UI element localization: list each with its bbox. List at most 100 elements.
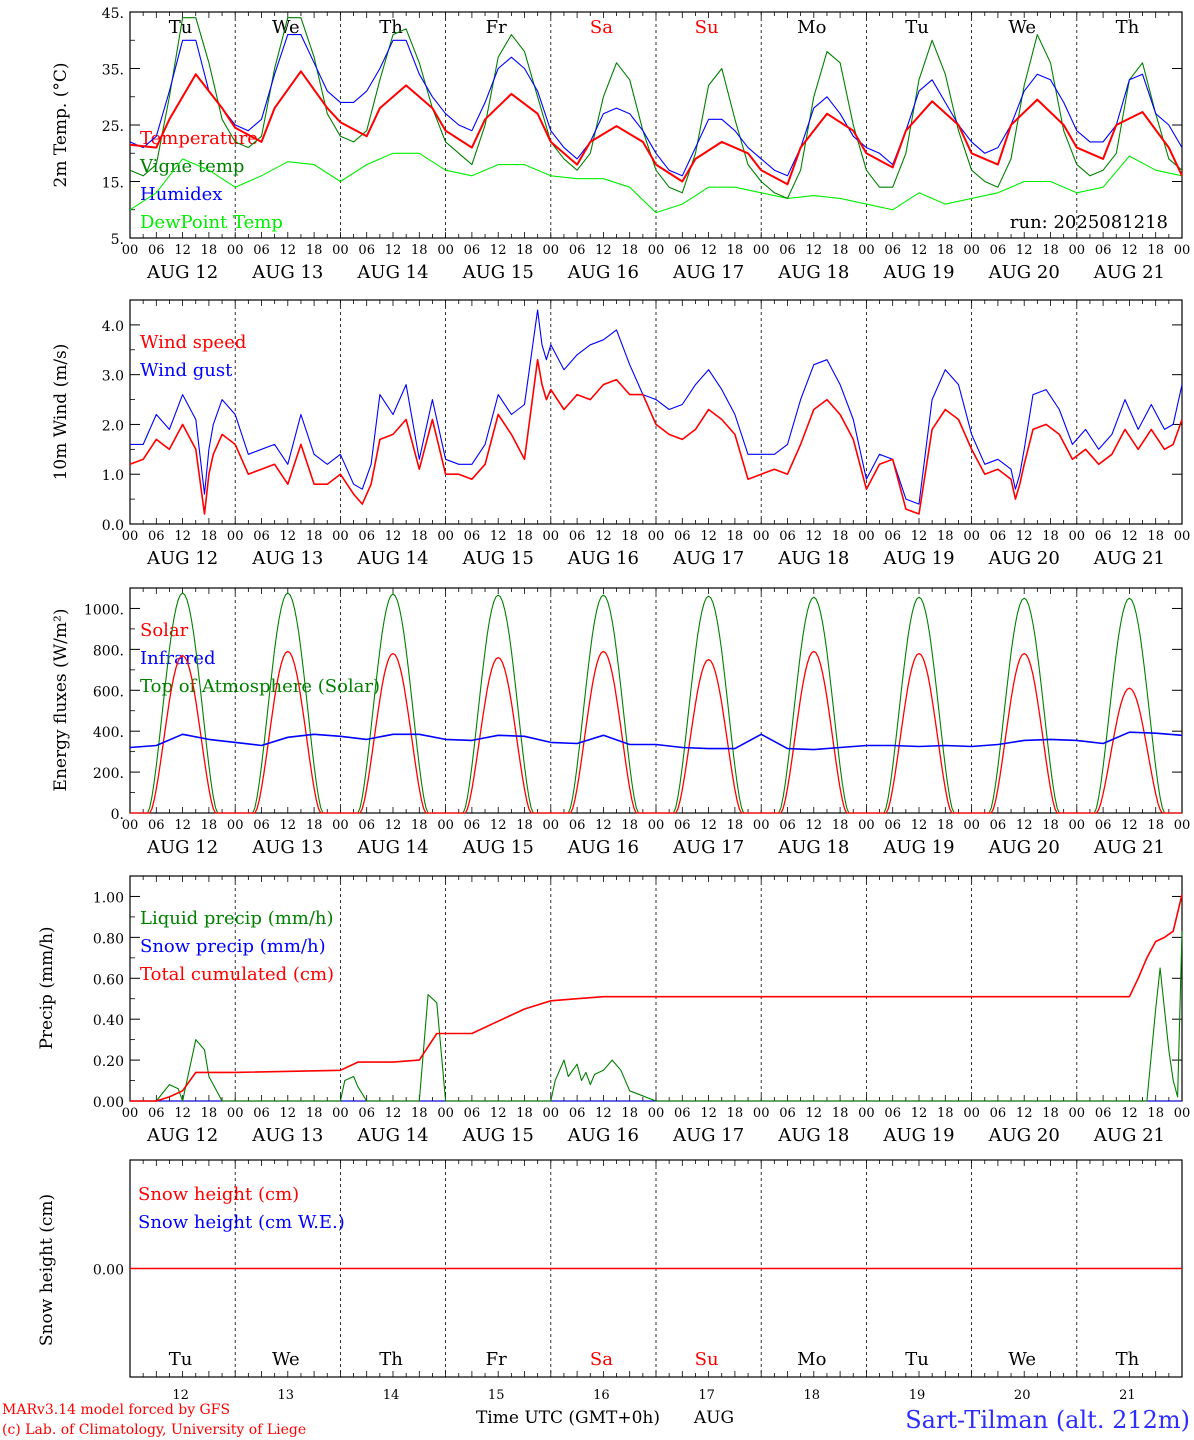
legend-wind-speed: Wind speed xyxy=(140,332,246,353)
x-date-label: AUG 15 xyxy=(462,548,534,569)
x-hour-label: 18 xyxy=(621,818,638,833)
infrared-line xyxy=(129,731,1183,751)
x-hour-label: 06 xyxy=(674,529,691,544)
x-date-label: AUG 18 xyxy=(777,548,849,569)
dewpoint-temp-line xyxy=(129,152,1183,214)
x-hour-label: 12 xyxy=(490,1106,507,1121)
x-hour-label: 18 xyxy=(201,1106,218,1121)
legend-snow-height-we: Snow height (cm W.E.) xyxy=(138,1212,345,1233)
x-hour-label: 18 xyxy=(621,1106,638,1121)
x-hour-label: 12 xyxy=(700,818,717,833)
x-hour-label: 12 xyxy=(595,529,612,544)
x-hour-label: 00 xyxy=(858,529,875,544)
x-hour-label: 00 xyxy=(648,529,665,544)
bottom-day-number: 17 xyxy=(698,1388,715,1403)
x-date-label: AUG 20 xyxy=(988,262,1060,283)
x-hour-label: 06 xyxy=(1095,818,1112,833)
legend-humidex: Humidex xyxy=(140,184,222,205)
x-hour-label: 12 xyxy=(1016,1106,1033,1121)
x-date-label: AUG 18 xyxy=(777,1125,849,1146)
legend-total-cumulated: Total cumulated (cm) xyxy=(140,964,334,985)
x-hour-label: 12 xyxy=(1121,529,1138,544)
x-date-label: AUG 20 xyxy=(988,1125,1060,1146)
x-date-label: AUG 16 xyxy=(567,1125,639,1146)
x-hour-label: 18 xyxy=(727,243,744,258)
x-hour-label: 18 xyxy=(1042,243,1059,258)
x-hour-label: 00 xyxy=(1174,1106,1191,1121)
x-date-label: AUG 15 xyxy=(462,1125,534,1146)
x-hour-label: 12 xyxy=(280,243,297,258)
x-hour-label: 06 xyxy=(464,243,481,258)
weekday-label: Sa xyxy=(590,1349,613,1370)
x-hour-label: 06 xyxy=(1095,1106,1112,1121)
weekday-label: Mo xyxy=(797,17,826,38)
x-hour-label: 06 xyxy=(674,243,691,258)
bottom-day-number: 16 xyxy=(593,1388,610,1403)
x-hour-label: 06 xyxy=(253,1106,270,1121)
x-hour-label: 12 xyxy=(806,818,823,833)
bottom-day-number: 18 xyxy=(804,1388,821,1403)
x-hour-label: 12 xyxy=(700,1106,717,1121)
y-tick-label: 0.80 xyxy=(93,931,124,947)
x-hour-label: 06 xyxy=(569,818,586,833)
x-date-label: AUG 16 xyxy=(567,548,639,569)
footer-month-label: AUG xyxy=(693,1408,734,1428)
x-hour-label: 00 xyxy=(332,529,349,544)
weekday-label: We xyxy=(1008,17,1036,38)
y-tick-label: 0.40 xyxy=(93,1013,124,1029)
x-date-label: AUG 14 xyxy=(356,1125,428,1146)
x-hour-label: 06 xyxy=(148,818,165,833)
x-hour-label: 06 xyxy=(464,1106,481,1121)
x-hour-label: 18 xyxy=(516,1106,533,1121)
y-tick-label: 200. xyxy=(93,766,124,782)
x-hour-label: 12 xyxy=(174,818,191,833)
x-hour-label: 18 xyxy=(937,529,954,544)
bottom-day-number: 14 xyxy=(383,1388,400,1403)
x-hour-label: 18 xyxy=(411,529,428,544)
x-date-label: AUG 15 xyxy=(462,837,534,858)
x-hour-label: 18 xyxy=(727,1106,744,1121)
x-hour-label: 00 xyxy=(332,1106,349,1121)
x-hour-label: 00 xyxy=(227,818,244,833)
y-tick-label: 0.00 xyxy=(93,1095,124,1111)
x-hour-label: 06 xyxy=(779,818,796,833)
x-date-label: AUG 21 xyxy=(1093,1125,1165,1146)
x-hour-label: 12 xyxy=(1016,243,1033,258)
y-tick-label: 1000. xyxy=(84,602,124,618)
x-hour-label: 18 xyxy=(832,1106,849,1121)
x-hour-label: 00 xyxy=(227,529,244,544)
x-hour-label: 06 xyxy=(358,243,375,258)
x-hour-label: 06 xyxy=(674,1106,691,1121)
x-date-label: AUG 21 xyxy=(1093,262,1165,283)
x-hour-label: 06 xyxy=(1095,243,1112,258)
x-hour-label: 12 xyxy=(700,529,717,544)
x-hour-label: 00 xyxy=(753,243,770,258)
x-hour-label: 18 xyxy=(727,818,744,833)
footer-location: Sart-Tilman (alt. 212m) xyxy=(905,1406,1190,1434)
x-hour-label: 12 xyxy=(385,243,402,258)
x-hour-label: 18 xyxy=(1147,1106,1164,1121)
wind-speed-line xyxy=(129,358,1183,515)
legend-dewpoint-temp: DewPoint Temp xyxy=(140,212,283,233)
x-hour-label: 00 xyxy=(1069,243,1086,258)
x-hour-label: 12 xyxy=(1016,818,1033,833)
x-hour-label: 06 xyxy=(884,243,901,258)
x-date-label: AUG 14 xyxy=(356,837,428,858)
x-hour-label: 18 xyxy=(727,529,744,544)
y-tick-label: 4.0 xyxy=(102,319,124,335)
legend-vigne-temp: Vigne temp xyxy=(139,156,244,177)
y-tick-label: 25. xyxy=(102,119,124,135)
x-hour-label: 06 xyxy=(990,1106,1007,1121)
legend-liquid-precip: Liquid precip (mm/h) xyxy=(140,908,334,929)
vigne-temp-line xyxy=(129,17,1183,199)
x-hour-label: 12 xyxy=(280,818,297,833)
x-date-label: AUG 21 xyxy=(1093,837,1165,858)
x-hour-label: 12 xyxy=(385,1106,402,1121)
y-tick-label: 0. xyxy=(111,807,124,823)
x-hour-label: 12 xyxy=(806,529,823,544)
wind-plot-frame xyxy=(129,299,1183,525)
x-hour-label: 12 xyxy=(595,1106,612,1121)
x-hour-label: 06 xyxy=(569,243,586,258)
temperature-y-axis-label: 2m Temp. (°C) xyxy=(51,62,71,187)
